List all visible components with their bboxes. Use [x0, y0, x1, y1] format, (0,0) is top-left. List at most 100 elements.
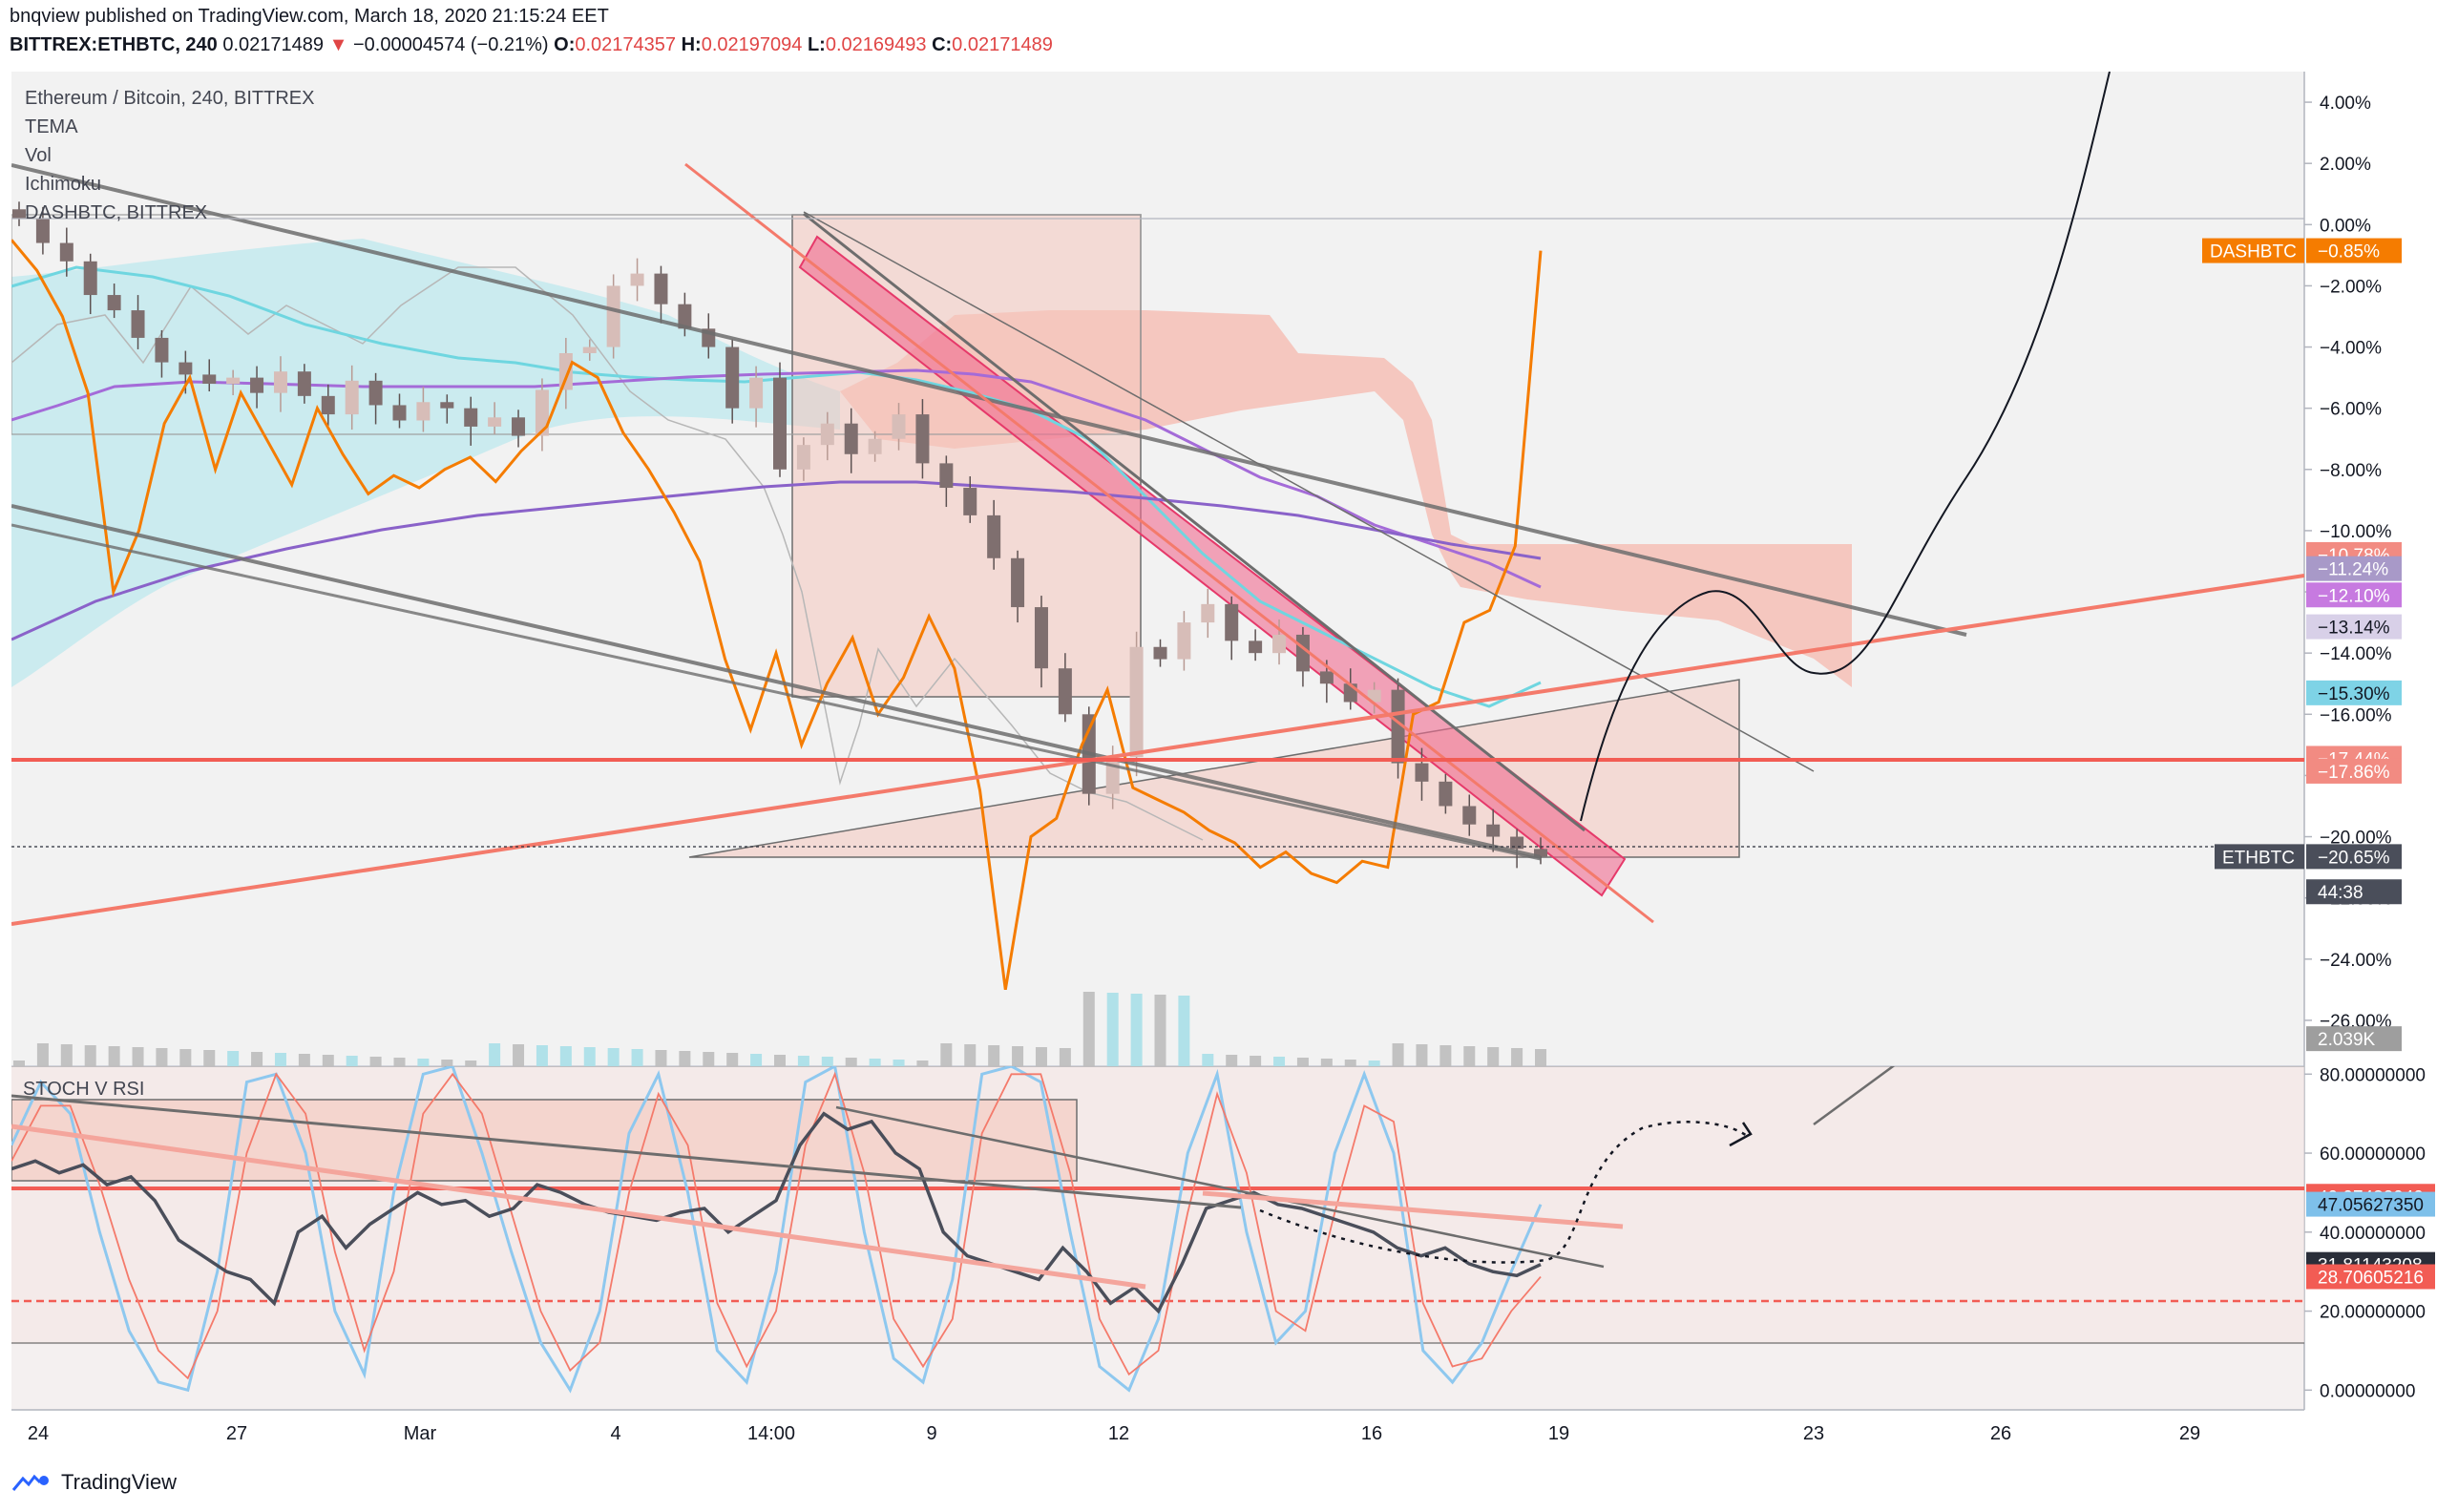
price-tick-label: 0.00%: [2320, 216, 2371, 236]
candle-body[interactable]: [535, 389, 549, 436]
symbol-ohlc: BITTREX:ETHBTC, 240 0.02171489 ▼ −0.0000…: [10, 34, 1053, 56]
legend-item[interactable]: DASHBTC, BITTREX: [25, 202, 208, 223]
candle-body[interactable]: [297, 371, 311, 396]
time-tick-label: 9: [926, 1423, 936, 1444]
candle-body[interactable]: [582, 346, 597, 353]
candle-body[interactable]: [392, 405, 407, 421]
candle-body[interactable]: [1510, 836, 1524, 850]
rsi-line[interactable]: [11, 1111, 1542, 1314]
candle-body[interactable]: [1534, 849, 1547, 857]
candle-body[interactable]: [558, 352, 573, 390]
candle-body[interactable]: [83, 261, 97, 296]
close-label: C:: [932, 34, 953, 55]
main-pane[interactable]: [11, 72, 2304, 1066]
stoch-tick-label: 40.00000000: [2320, 1224, 2426, 1244]
stoch-d-line[interactable]: [11, 1071, 1542, 1380]
candle-body[interactable]: [1153, 646, 1167, 660]
candle-body[interactable]: [939, 463, 954, 489]
candle-body[interactable]: [1105, 757, 1120, 794]
candle-body[interactable]: [1415, 763, 1429, 782]
candle-body[interactable]: [273, 371, 287, 393]
candle-body[interactable]: [725, 346, 740, 409]
candle-body[interactable]: [1058, 668, 1072, 715]
candle-body[interactable]: [606, 285, 620, 347]
time-axis[interactable]: [11, 1410, 2304, 1454]
time-axis-labels[interactable]: 24 27 Mar 4 14:00 9 12 16 19 23 26 29: [28, 1423, 2200, 1444]
candle-body[interactable]: [1367, 689, 1381, 703]
time-tick-label: 12: [1108, 1423, 1129, 1444]
candle-body[interactable]: [155, 337, 169, 363]
stoch-axis-labels[interactable]: 80.00000000 60.00000000 40.00000000 20.0000…: [2304, 1065, 2426, 1401]
candle-body[interactable]: [179, 362, 193, 375]
candle-body[interactable]: [987, 514, 1001, 558]
candle-body[interactable]: [368, 380, 383, 406]
volume-bar: [1178, 996, 1190, 1066]
candle-body[interactable]: [1225, 603, 1239, 641]
candle-body[interactable]: [1391, 689, 1405, 764]
candle-body[interactable]: [892, 414, 906, 439]
tradingview-footer[interactable]: TradingView: [11, 1470, 177, 1495]
candle-body[interactable]: [1201, 603, 1215, 623]
candle-body[interactable]: [1486, 824, 1501, 837]
candle-body[interactable]: [440, 402, 454, 409]
candle-body[interactable]: [345, 380, 359, 415]
stoch-pane-label: STOCH V RSI: [23, 1079, 145, 1100]
candle-body[interactable]: [488, 417, 502, 427]
candle-body[interactable]: [226, 377, 241, 385]
candle-body[interactable]: [820, 423, 834, 446]
candle-body[interactable]: [654, 273, 668, 304]
volume-bar: [1202, 1054, 1214, 1066]
candle-body[interactable]: [796, 445, 810, 470]
candle-body[interactable]: [1177, 622, 1191, 660]
volume-bar: [1344, 1060, 1356, 1066]
price-tag-value: 44:38: [2318, 883, 2363, 903]
candle-body[interactable]: [131, 310, 145, 338]
candle-body[interactable]: [107, 295, 121, 311]
candle-body[interactable]: [1034, 607, 1048, 669]
candle-body[interactable]: [773, 377, 787, 470]
candle-body[interactable]: [844, 423, 858, 454]
volume-bar: [1296, 1058, 1309, 1066]
volume-bars: [13, 992, 1546, 1066]
candle-body[interactable]: [1439, 781, 1453, 807]
dashbtc-line[interactable]: [11, 239, 1543, 991]
chart-canvas[interactable]: 4.00% 2.00% 0.00% −2.00% −4.00% −6.00% −8.00% −…: [0, 57, 2458, 1508]
candle-body[interactable]: [1011, 557, 1025, 608]
candle-body[interactable]: [464, 408, 478, 427]
candle-body[interactable]: [1319, 671, 1334, 684]
candle-body[interactable]: [321, 395, 335, 415]
candle-body[interactable]: [12, 209, 26, 219]
volume-bar: [607, 1048, 620, 1066]
candle-body[interactable]: [749, 377, 764, 409]
price-tag-value: −13.14%: [2318, 619, 2390, 639]
candle-body[interactable]: [1129, 646, 1144, 758]
stoch-tick-label: 20.00000000: [2320, 1303, 2426, 1323]
candle-body[interactable]: [512, 417, 526, 436]
candle-body[interactable]: [35, 218, 50, 243]
stoch-k-line[interactable]: [11, 1066, 1543, 1394]
candle-body[interactable]: [630, 273, 644, 286]
price-tag: 44:38: [2306, 879, 2402, 905]
legend-item[interactable]: Ethereum / Bitcoin, 240, BITTREX: [25, 88, 315, 109]
candle-body[interactable]: [678, 304, 692, 329]
candle-body[interactable]: [59, 242, 74, 262]
candle-body[interactable]: [1249, 640, 1263, 654]
candle-body[interactable]: [868, 438, 882, 454]
price-tag-value: 28.70605216: [2318, 1269, 2424, 1289]
legend-item[interactable]: Vol: [25, 145, 52, 166]
candle-body[interactable]: [250, 377, 264, 393]
candle-body[interactable]: [1272, 634, 1287, 654]
legend-item[interactable]: Ichimoku: [25, 174, 102, 195]
price-tag-bg: [2306, 879, 2402, 905]
volume-bar: [774, 1055, 786, 1066]
candle-body[interactable]: [202, 374, 217, 385]
candle-body[interactable]: [963, 488, 977, 515]
candle-body[interactable]: [1462, 806, 1477, 825]
candle-body[interactable]: [416, 402, 431, 421]
volume-bar: [1416, 1044, 1428, 1066]
legend-item[interactable]: TEMA: [25, 116, 78, 137]
volume-bar: [60, 1044, 73, 1066]
price-tag-bg: [2306, 1026, 2402, 1052]
candle-body[interactable]: [915, 414, 930, 464]
symbol-label[interactable]: BITTREX:ETHBTC, 240: [10, 34, 218, 55]
